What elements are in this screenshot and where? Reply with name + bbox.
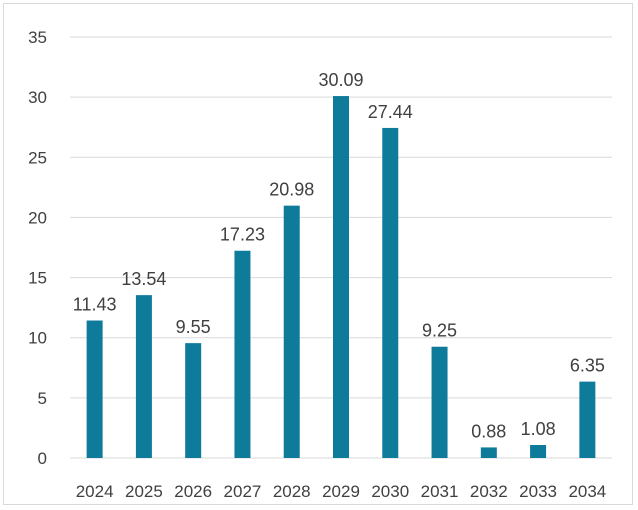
data-label-2027: 17.23 <box>220 225 265 245</box>
x-tick-label-2028: 2028 <box>273 482 311 501</box>
bar-2025 <box>135 295 152 458</box>
x-tick-label-2025: 2025 <box>125 482 163 501</box>
data-label-2026: 9.55 <box>176 317 211 337</box>
y-tick-label: 25 <box>28 148 47 167</box>
x-tick-label-2024: 2024 <box>76 482 114 501</box>
x-tick-label-2032: 2032 <box>470 482 508 501</box>
x-tick-label-2033: 2033 <box>519 482 557 501</box>
data-label-2030: 27.44 <box>368 102 413 122</box>
x-tick-label-2030: 2030 <box>371 482 409 501</box>
y-tick-label: 0 <box>38 449 47 468</box>
x-tick-label-2026: 2026 <box>174 482 212 501</box>
data-label-2033: 1.08 <box>521 419 556 439</box>
bar-2032 <box>480 447 497 458</box>
y-tick-label: 15 <box>28 269 47 288</box>
y-tick-label: 5 <box>38 389 47 408</box>
data-label-2028: 20.98 <box>269 180 314 200</box>
x-tick-label-2034: 2034 <box>568 482 606 501</box>
bar-2033 <box>530 445 547 458</box>
bar-2027 <box>234 250 251 458</box>
data-label-2031: 9.25 <box>422 321 457 341</box>
bars <box>86 96 596 458</box>
x-axis: 2024 2025 2026 2027 2028 2029 2030 2031 2032 2033… <box>76 482 607 501</box>
x-tick-label-2031: 2031 <box>421 482 459 501</box>
data-label-2025: 13.54 <box>121 269 166 289</box>
bar-2031 <box>431 346 448 458</box>
y-tick-label: 10 <box>28 329 47 348</box>
chart-frame <box>3 3 633 505</box>
y-tick-label: 30 <box>28 88 47 107</box>
y-axis: 0 5 10 15 20 25 30 35 <box>28 28 47 468</box>
bar-2024 <box>86 320 103 458</box>
bar-2026 <box>185 343 202 458</box>
bar-2028 <box>283 205 300 458</box>
bar-2030 <box>382 127 399 458</box>
bar-2029 <box>333 96 349 458</box>
data-label-2029: 30.09 <box>318 70 363 90</box>
data-label-2034: 6.35 <box>570 356 605 376</box>
data-label-2032: 0.88 <box>471 421 506 441</box>
x-tick-label-2027: 2027 <box>224 482 262 501</box>
bar-2034 <box>579 381 596 458</box>
y-tick-label: 35 <box>28 28 47 47</box>
data-label-2024: 11.43 <box>73 295 117 315</box>
x-tick-label-2029: 2029 <box>322 482 360 501</box>
y-tick-label: 20 <box>28 208 47 227</box>
